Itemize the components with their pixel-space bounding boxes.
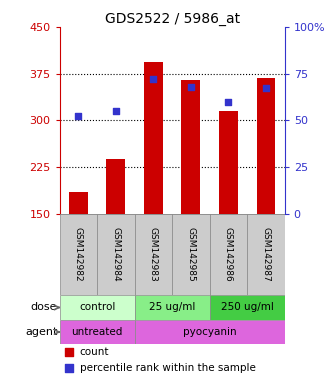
Point bbox=[113, 108, 118, 114]
Bar bbox=[60, 295, 135, 320]
Bar bbox=[107, 159, 125, 214]
Bar bbox=[257, 78, 275, 214]
Text: control: control bbox=[79, 303, 115, 313]
Bar bbox=[210, 295, 285, 320]
Text: untreated: untreated bbox=[71, 327, 123, 337]
Title: GDS2522 / 5986_at: GDS2522 / 5986_at bbox=[105, 12, 240, 26]
Text: GSM142985: GSM142985 bbox=[186, 227, 195, 282]
Text: GSM142982: GSM142982 bbox=[74, 227, 83, 282]
Bar bbox=[135, 295, 210, 320]
Bar bbox=[135, 320, 285, 344]
Text: GSM142987: GSM142987 bbox=[261, 227, 270, 282]
Text: dose: dose bbox=[31, 303, 57, 313]
Point bbox=[188, 84, 194, 90]
Text: pyocyanin: pyocyanin bbox=[183, 327, 236, 337]
Text: percentile rank within the sample: percentile rank within the sample bbox=[80, 363, 256, 373]
Text: GSM142983: GSM142983 bbox=[149, 227, 158, 282]
Bar bbox=[247, 214, 285, 295]
Text: 250 ug/ml: 250 ug/ml bbox=[221, 303, 274, 313]
Bar bbox=[181, 80, 200, 214]
Bar bbox=[210, 214, 247, 295]
Text: GSM142986: GSM142986 bbox=[224, 227, 233, 282]
Point bbox=[226, 98, 231, 104]
Point bbox=[76, 113, 81, 119]
Bar bbox=[172, 214, 210, 295]
Bar bbox=[69, 192, 88, 214]
Bar bbox=[219, 111, 238, 214]
Point bbox=[66, 365, 71, 371]
Text: GSM142984: GSM142984 bbox=[111, 227, 120, 282]
Text: count: count bbox=[80, 347, 109, 357]
Text: agent: agent bbox=[25, 327, 57, 337]
Text: 25 ug/ml: 25 ug/ml bbox=[149, 303, 195, 313]
Point bbox=[151, 76, 156, 82]
Bar bbox=[60, 214, 97, 295]
Bar bbox=[60, 320, 135, 344]
Bar bbox=[144, 62, 163, 214]
Bar bbox=[97, 214, 135, 295]
Point bbox=[66, 349, 71, 355]
Bar bbox=[135, 214, 172, 295]
Point bbox=[263, 85, 268, 91]
